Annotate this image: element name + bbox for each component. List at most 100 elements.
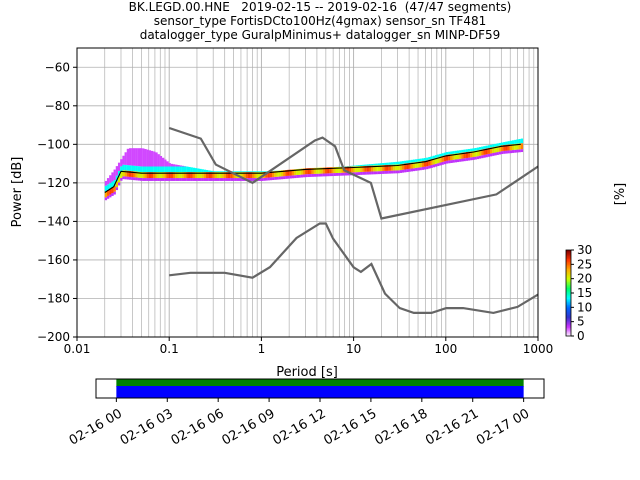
psd-cell: [421, 158, 425, 162]
psd-cell: [384, 164, 387, 171]
psd-cell: [241, 171, 244, 173]
psd-cell: [128, 148, 132, 166]
psd-cell: [410, 168, 414, 172]
psd-cell: [426, 166, 429, 170]
psd-cell: [150, 166, 154, 173]
psd-cell: [428, 165, 431, 169]
psd-cell: [263, 177, 266, 181]
chart-title-line-3: datalogger_type GuralpMinimus+ datalogge…: [139, 28, 501, 42]
psd-cell: [164, 178, 167, 181]
psd-cell: [272, 171, 275, 178]
y-axis-label: Power [dB]: [10, 157, 25, 228]
psd-cell: [148, 166, 152, 173]
psd-cell: [445, 160, 449, 164]
psd-cell: [505, 141, 508, 145]
psd-cell: [150, 150, 154, 167]
psd-cell: [217, 178, 220, 181]
psd-cell: [201, 178, 204, 181]
psd-cell: [179, 172, 182, 179]
psd-cell: [190, 178, 193, 181]
psd-cell: [232, 178, 235, 181]
psd-cell: [371, 165, 374, 172]
x-tick-label: 1: [258, 342, 266, 356]
psd-cell: [507, 144, 510, 151]
psd-cell: [520, 138, 524, 144]
psd-cell: [432, 164, 436, 168]
psd-cell: [487, 153, 491, 157]
colorbar-segment: [566, 297, 571, 300]
psd-cell: [124, 170, 127, 177]
psd-cell: [144, 166, 147, 173]
psd-cell: [316, 167, 319, 174]
psd-cell: [280, 176, 284, 180]
psd-cell: [373, 165, 376, 172]
psd-cell: [135, 177, 138, 181]
psd-cell: [166, 178, 169, 181]
psd-cell: [175, 164, 178, 167]
psd-cell: [388, 164, 391, 171]
psd-cell: [305, 168, 308, 175]
psd-cell: [423, 158, 427, 161]
psd-cell: [514, 143, 517, 150]
psd-cell: [421, 166, 425, 170]
psd-cell: [274, 170, 277, 177]
colorbar-segment: [566, 251, 571, 254]
colorbar-tick-label: 10: [577, 300, 592, 314]
psd-cell: [492, 152, 495, 156]
psd-cell: [467, 151, 471, 158]
psd-cell: [217, 172, 220, 179]
psd-cell: [287, 175, 290, 179]
psd-cell: [419, 167, 422, 171]
psd-cell: [153, 166, 156, 173]
colorbar-segment: [566, 314, 571, 317]
psd-cell: [355, 172, 358, 176]
colorbar-segment: [566, 290, 571, 293]
psd-cell: [194, 172, 198, 179]
psd-cell: [331, 167, 334, 174]
colorbar-segment: [566, 252, 571, 255]
colorbar-segment: [566, 270, 571, 272]
psd-cell: [199, 172, 202, 179]
psd-cell: [170, 166, 174, 173]
psd-cell: [106, 189, 110, 196]
x-tick-label: 10: [346, 342, 361, 356]
colorbar-segment: [566, 305, 571, 308]
psd-cell: [360, 166, 363, 172]
psd-cell: [362, 165, 365, 172]
psd-cell: [434, 157, 438, 164]
colorbar-segment: [566, 330, 571, 333]
psd-cell: [340, 166, 343, 173]
psd-cell: [395, 170, 398, 174]
colorbar-segment: [566, 255, 571, 258]
psd-cell: [410, 162, 414, 169]
psd-cell: [465, 149, 469, 152]
psd-cell: [109, 188, 112, 195]
psd-cell: [430, 165, 433, 168]
psd-cell: [210, 170, 213, 173]
psd-cell: [133, 177, 136, 181]
psd-cell: [161, 172, 165, 179]
psd-cell: [150, 172, 154, 179]
psd-cell: [175, 166, 178, 173]
psd-cell: [494, 152, 497, 156]
psd-cell: [267, 177, 270, 181]
psd-cell: [228, 178, 231, 181]
psd-cell: [355, 166, 358, 173]
psd-cell: [375, 171, 378, 175]
psd-cell: [241, 178, 244, 181]
psd-cell: [333, 167, 336, 174]
psd-cell: [206, 170, 209, 173]
psd-cell: [126, 165, 130, 171]
psd-cell: [122, 155, 125, 165]
psd-cell: [137, 166, 141, 172]
psd-cell: [428, 156, 431, 160]
psd-cell: [360, 164, 363, 167]
psd-cell: [498, 145, 502, 152]
psd-cell: [324, 173, 328, 177]
psd-cell: [384, 170, 387, 174]
psd-cell: [300, 174, 303, 178]
psd-cell: [412, 162, 416, 169]
psd-cell: [170, 178, 174, 181]
psd-cell: [181, 172, 185, 179]
